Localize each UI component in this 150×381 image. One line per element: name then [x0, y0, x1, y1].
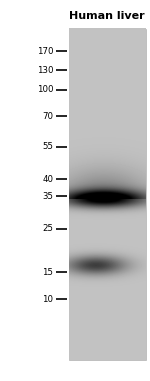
Text: 170: 170 — [37, 47, 53, 56]
Text: 55: 55 — [42, 142, 53, 151]
Text: 40: 40 — [42, 174, 53, 184]
Text: Human liver: Human liver — [69, 11, 145, 21]
Bar — [69, 29, 146, 360]
Text: 25: 25 — [42, 224, 53, 233]
Text: 35: 35 — [42, 192, 53, 201]
Text: 15: 15 — [42, 268, 53, 277]
Text: 10: 10 — [42, 295, 53, 304]
Text: 100: 100 — [37, 85, 53, 94]
Text: 130: 130 — [37, 66, 53, 75]
Text: 70: 70 — [42, 112, 53, 121]
